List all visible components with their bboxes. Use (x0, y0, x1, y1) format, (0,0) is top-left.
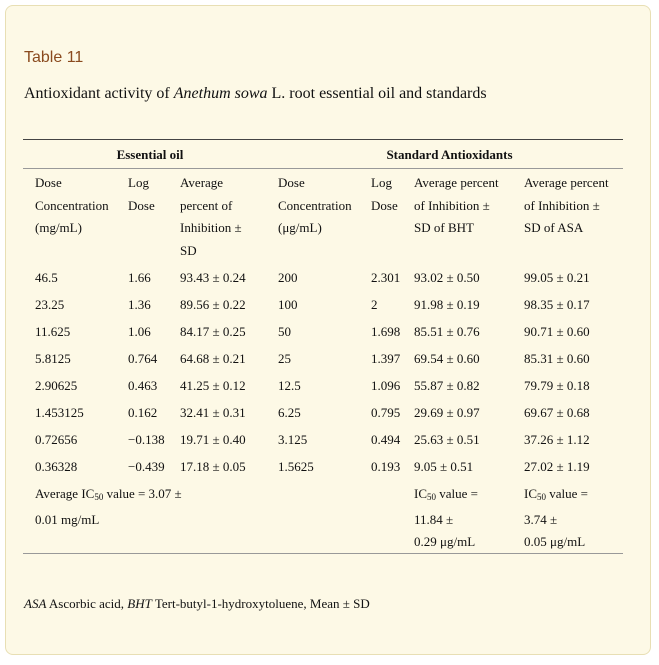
summary-bht-ic50: IC50 value = 11.84 ± 0.29 μg/mL (414, 486, 478, 549)
cell-bht-inhibition: 93.02 ± 0.50 (414, 270, 480, 285)
cell-eo-dose: 11.625 (35, 324, 71, 339)
summary-asa-ic50: IC50 value = 3.74 ± 0.05 μg/mL (524, 486, 588, 549)
cell-asa-inhibition: 85.31 ± 0.60 (524, 351, 590, 366)
header-eo-dose: Dose Concentration (mg/mL) (35, 175, 109, 235)
cell-std-dose: 3.125 (278, 432, 308, 447)
cell-asa-inhibition: 27.02 ± 1.19 (524, 459, 590, 474)
cell-std-log-dose: 2.301 (371, 270, 401, 285)
cell-eo-dose: 0.36328 (35, 459, 78, 474)
cell-eo-dose: 23.25 (35, 297, 65, 312)
group-standard-antioxidants: Standard Antioxidants (386, 147, 513, 162)
cell-std-log-dose: 0.193 (371, 459, 401, 474)
cell-eo-inhibition: 19.71 ± 0.40 (180, 432, 246, 447)
header-std-dose: Dose Concentration (μg/mL) (278, 175, 352, 235)
cell-std-dose: 200 (278, 270, 298, 285)
cell-eo-log-dose: −0.439 (128, 459, 165, 474)
cell-eo-inhibition: 17.18 ± 0.05 (180, 459, 246, 474)
cell-std-log-dose: 1.397 (371, 351, 401, 366)
cell-std-log-dose: 0.795 (371, 405, 401, 420)
cell-asa-inhibition: 37.26 ± 1.12 (524, 432, 590, 447)
cell-std-dose: 12.5 (278, 378, 301, 393)
cell-eo-log-dose: 0.463 (128, 378, 158, 393)
cell-bht-inhibition: 25.63 ± 0.51 (414, 432, 480, 447)
cell-eo-dose: 0.72656 (35, 432, 78, 447)
cell-asa-inhibition: 90.71 ± 0.60 (524, 324, 590, 339)
cell-eo-log-dose: −0.138 (128, 432, 165, 447)
cell-asa-inhibition: 99.05 ± 0.21 (524, 270, 590, 285)
group-essential-oil: Essential oil (116, 147, 184, 162)
cell-eo-inhibition: 41.25 ± 0.12 (180, 378, 246, 393)
group-underline-rule (23, 168, 623, 169)
cell-eo-inhibition: 93.43 ± 0.24 (180, 270, 246, 285)
cell-eo-log-dose: 1.66 (128, 270, 151, 285)
cell-eo-inhibition: 84.17 ± 0.25 (180, 324, 246, 339)
cell-asa-inhibition: 69.67 ± 0.68 (524, 405, 590, 420)
cell-bht-inhibition: 55.87 ± 0.82 (414, 378, 480, 393)
cell-std-dose: 6.25 (278, 405, 301, 420)
table-top-rule (23, 139, 623, 140)
cell-std-dose: 25 (278, 351, 291, 366)
cell-eo-dose: 2.90625 (35, 378, 78, 393)
caption-species: Anethum sowa (173, 85, 268, 102)
header-std-log-dose: Log Dose (371, 175, 398, 213)
cell-bht-inhibition: 29.69 ± 0.97 (414, 405, 480, 420)
cell-eo-inhibition: 32.41 ± 0.31 (180, 405, 246, 420)
cell-bht-inhibition: 85.51 ± 0.76 (414, 324, 480, 339)
cell-eo-log-dose: 0.162 (128, 405, 158, 420)
cell-eo-dose: 5.8125 (35, 351, 71, 366)
table-footnote: ASA Ascorbic acid, BHT Tert-butyl-1-hydr… (24, 596, 370, 611)
header-asa: Average percent of Inhibition ± SD of ASA (524, 175, 609, 235)
cell-eo-dose: 46.5 (35, 270, 58, 285)
header-eo-log-dose: Log Dose (128, 175, 155, 213)
cell-eo-log-dose: 0.764 (128, 351, 158, 366)
cell-std-log-dose: 1.096 (371, 378, 401, 393)
table-card (5, 5, 651, 655)
header-eo-average: Average percent of Inhibition ± SD (180, 175, 242, 258)
cell-std-dose: 100 (278, 297, 298, 312)
cell-eo-log-dose: 1.06 (128, 324, 151, 339)
table-bottom-rule (23, 553, 623, 554)
header-bht: Average percent of Inhibition ± SD of BHT (414, 175, 499, 235)
cell-asa-inhibition: 79.79 ± 0.18 (524, 378, 590, 393)
cell-bht-inhibition: 69.54 ± 0.60 (414, 351, 480, 366)
cell-eo-log-dose: 1.36 (128, 297, 151, 312)
table-label: Table 11 (24, 49, 84, 66)
cell-bht-inhibition: 91.98 ± 0.19 (414, 297, 480, 312)
table-caption: Antioxidant activity of Anethum sowa L. … (24, 85, 487, 103)
cell-asa-inhibition: 98.35 ± 0.17 (524, 297, 590, 312)
cell-eo-inhibition: 89.56 ± 0.22 (180, 297, 246, 312)
cell-std-dose: 50 (278, 324, 291, 339)
cell-bht-inhibition: 9.05 ± 0.51 (414, 459, 474, 474)
cell-std-log-dose: 1.698 (371, 324, 401, 339)
caption-suffix: L. root essential oil and standards (267, 85, 487, 102)
cell-std-dose: 1.5625 (278, 459, 314, 474)
summary-essential-oil-ic50: Average IC50 value = 3.07 ± 0.01 mg/mL (35, 486, 182, 527)
caption-prefix: Antioxidant activity of (24, 85, 174, 102)
cell-std-log-dose: 0.494 (371, 432, 401, 447)
cell-std-log-dose: 2 (371, 297, 378, 312)
cell-eo-inhibition: 64.68 ± 0.21 (180, 351, 246, 366)
cell-eo-dose: 1.453125 (35, 405, 84, 420)
